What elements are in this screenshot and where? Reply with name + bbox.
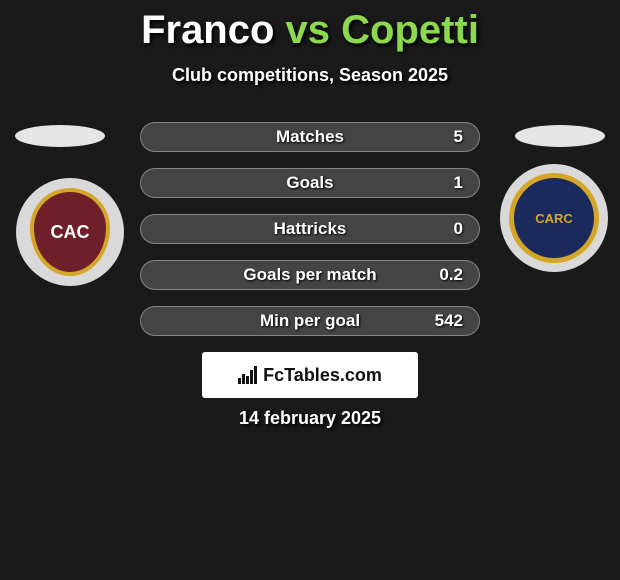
subtitle: Club competitions, Season 2025: [0, 65, 620, 86]
player2-avatar-placeholder: [515, 125, 605, 147]
table-row: Goals per match 0.2: [140, 260, 480, 290]
stat-label: Hattricks: [197, 219, 423, 239]
table-row: Matches 5: [140, 122, 480, 152]
stat-right-value: 0.2: [423, 265, 463, 285]
stat-right-value: 5: [423, 127, 463, 147]
stat-right-value: 542: [423, 311, 463, 331]
title-player1: Franco: [141, 8, 274, 52]
title-vs: vs: [286, 8, 331, 52]
stat-label: Min per goal: [197, 311, 423, 331]
stat-right-value: 0: [423, 219, 463, 239]
stat-right-value: 1: [423, 173, 463, 193]
club-crest-left-emblem: CAC: [30, 188, 110, 276]
title-player2: Copetti: [341, 8, 479, 52]
player1-avatar-placeholder: [15, 125, 105, 147]
stat-label: Goals per match: [197, 265, 423, 285]
table-row: Min per goal 542: [140, 306, 480, 336]
date-label: 14 february 2025: [0, 408, 620, 429]
brand-badge: FcTables.com: [202, 352, 418, 398]
stat-label: Matches: [197, 127, 423, 147]
club-crest-right-emblem: CARC: [509, 173, 599, 263]
stat-label: Goals: [197, 173, 423, 193]
table-row: Hattricks 0: [140, 214, 480, 244]
page-title: Franco vs Copetti: [0, 0, 620, 53]
stats-table: Matches 5 Goals 1 Hattricks 0 Goals per …: [140, 122, 480, 352]
club-crest-right: CARC: [500, 164, 608, 272]
brand-text: FcTables.com: [263, 365, 382, 386]
club-crest-left: CAC: [16, 178, 124, 286]
table-row: Goals 1: [140, 168, 480, 198]
bar-chart-icon: [238, 366, 257, 384]
